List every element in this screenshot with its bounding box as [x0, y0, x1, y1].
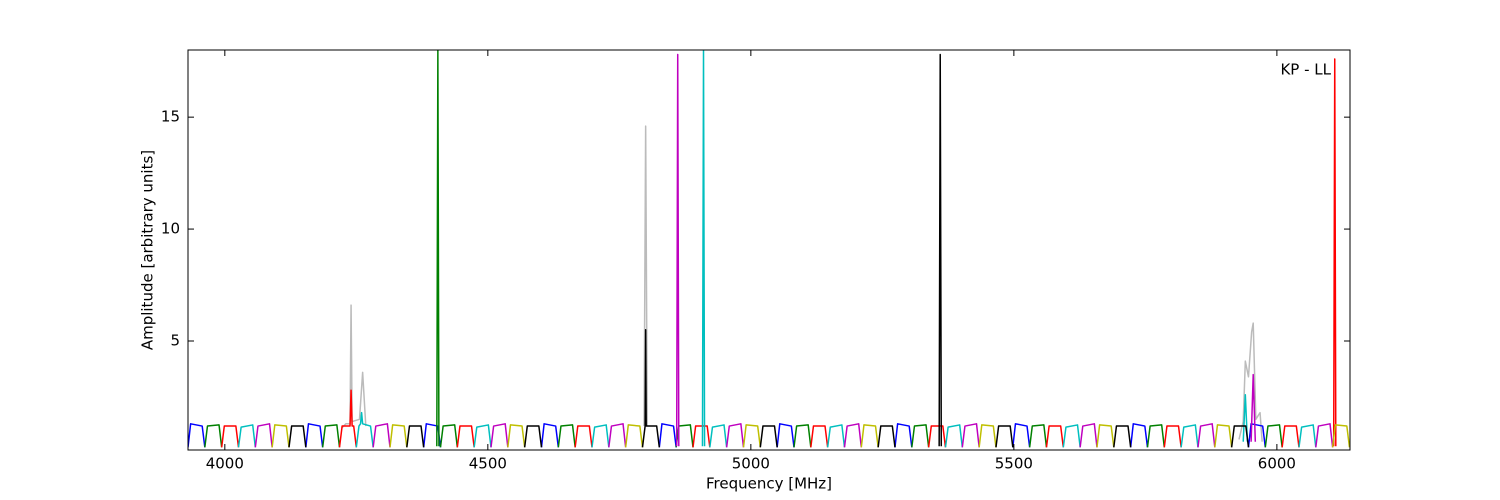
plot-area	[188, 50, 1350, 448]
y-tick-label: 15	[161, 108, 180, 126]
x-tick-label: 4000	[206, 455, 244, 473]
spectrum-line	[188, 423, 1267, 448]
y-tick-label: 10	[161, 220, 180, 238]
spectrum-line	[254, 53, 1334, 448]
spectrum-line	[271, 424, 1350, 448]
spectrum-line	[341, 125, 1263, 442]
spectrum-line	[237, 50, 1317, 448]
spectrum-line	[220, 58, 1337, 448]
x-tick-label: 5000	[732, 455, 770, 473]
spectrum-line	[288, 53, 1250, 448]
axes-frame	[187, 49, 1351, 451]
annotation: KP - LL	[1280, 61, 1331, 79]
y-axis-label: Amplitude [arbitrary units]	[139, 150, 157, 350]
spectrum-line	[204, 50, 1283, 448]
x-tick-label: 4500	[469, 455, 507, 473]
x-tick-label: 6000	[1258, 455, 1296, 473]
x-tick-label: 5500	[995, 455, 1033, 473]
y-tick-label: 5	[170, 331, 180, 349]
x-axis-label: Frequency [MHz]	[706, 475, 832, 493]
